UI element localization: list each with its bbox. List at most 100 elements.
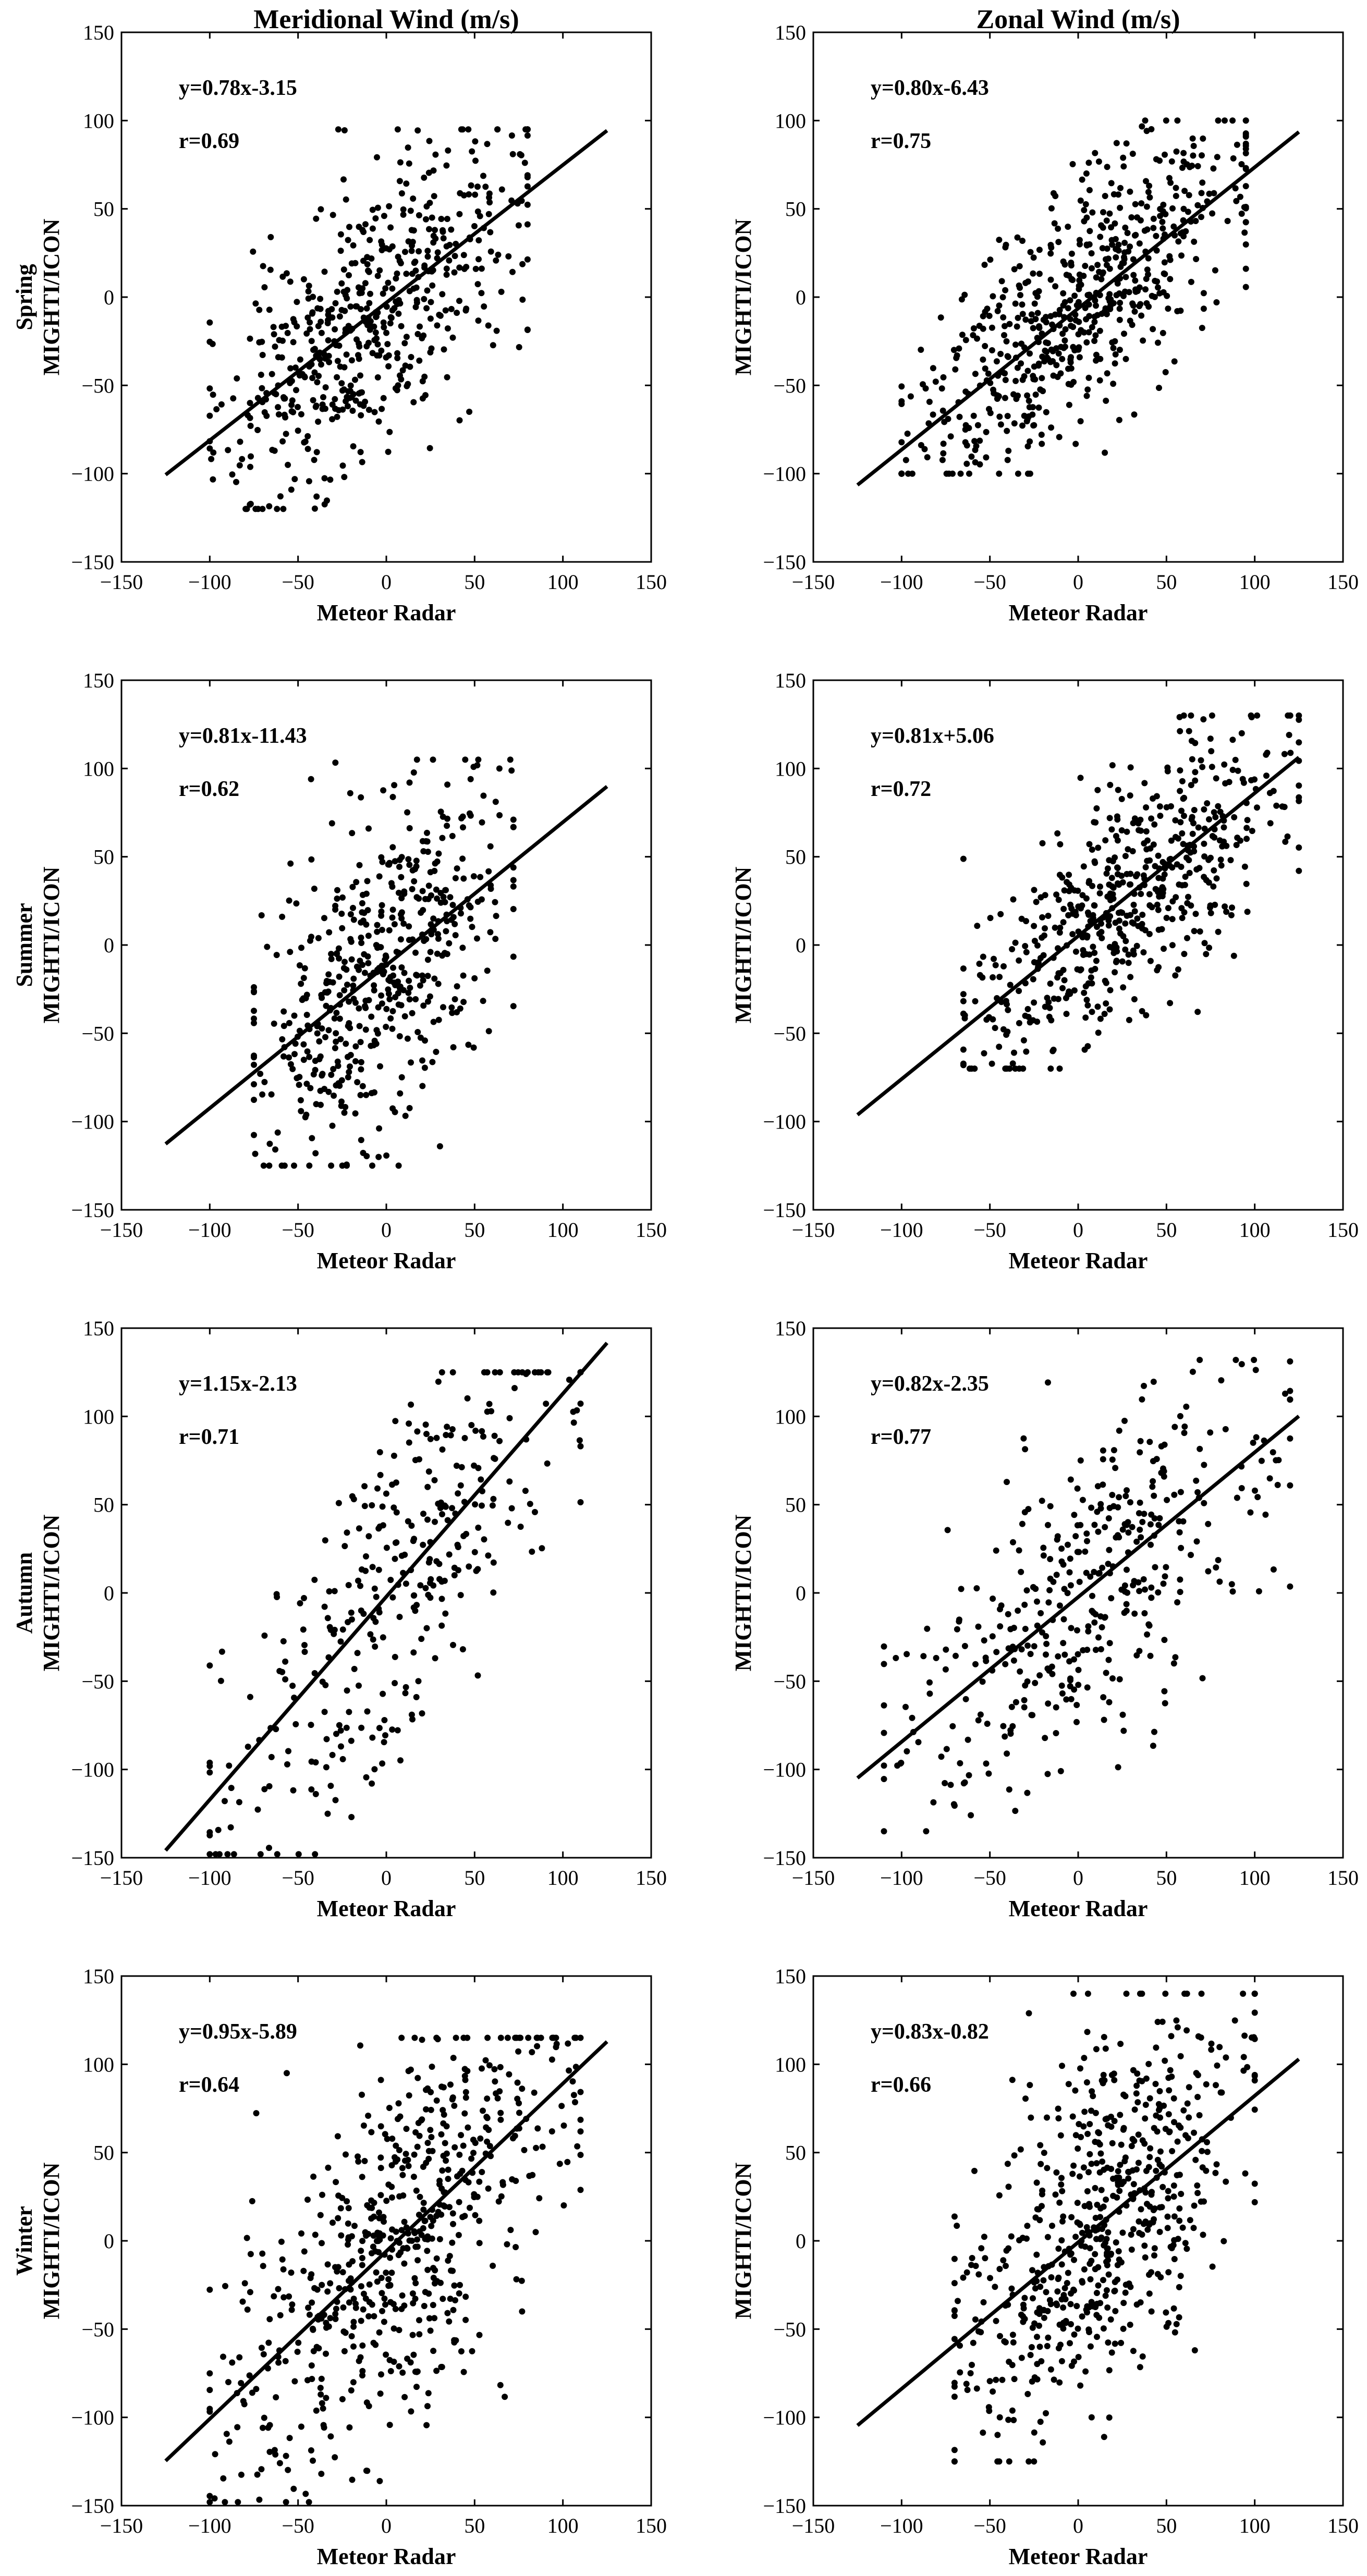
data-point <box>986 2378 993 2385</box>
data-point <box>323 980 330 987</box>
data-point <box>406 862 413 868</box>
data-point <box>409 271 416 277</box>
data-point <box>371 409 378 415</box>
data-point <box>318 2391 324 2398</box>
data-point <box>519 261 526 267</box>
data-point <box>266 1845 272 1851</box>
data-point <box>379 241 385 248</box>
data-point <box>357 2042 363 2049</box>
data-point <box>462 2316 469 2323</box>
data-point <box>1193 256 1200 262</box>
data-point <box>1136 2218 1142 2225</box>
data-point <box>1169 916 1176 923</box>
data-point <box>1131 1578 1138 1585</box>
data-point <box>497 2382 504 2388</box>
data-point <box>1229 1588 1236 1595</box>
data-point <box>371 982 377 989</box>
data-point <box>472 265 479 272</box>
data-point <box>301 965 308 972</box>
data-point <box>1120 1727 1127 1734</box>
data-point <box>1075 331 1082 338</box>
data-point <box>340 288 347 295</box>
data-point <box>1034 942 1041 949</box>
data-point <box>1108 2349 1115 2356</box>
data-point <box>1051 995 1057 1002</box>
data-point <box>356 1023 363 1029</box>
data-point <box>438 1369 445 1376</box>
data-point <box>321 2424 327 2431</box>
data-point <box>363 890 370 897</box>
data-point <box>1145 255 1152 262</box>
data-point <box>1039 2203 1045 2210</box>
data-point <box>1068 2321 1074 2327</box>
data-point <box>422 2289 429 2296</box>
data-point <box>1043 2410 1049 2416</box>
data-point <box>1084 2029 1091 2035</box>
data-point <box>1007 1731 1014 1737</box>
data-point <box>335 126 341 133</box>
data-point <box>350 443 357 450</box>
data-point <box>323 1764 329 1771</box>
data-point <box>1184 2100 1191 2107</box>
data-point <box>350 975 357 982</box>
data-point <box>261 2414 267 2421</box>
data-point <box>1039 1498 1045 1504</box>
data-point <box>449 334 456 341</box>
data-point <box>283 431 289 437</box>
data-point <box>972 2263 979 2270</box>
data-point <box>1251 2072 1258 2079</box>
data-point <box>1159 875 1166 882</box>
data-point <box>409 886 416 892</box>
data-point <box>247 423 254 429</box>
data-point <box>398 874 405 880</box>
data-point <box>430 1019 437 1025</box>
data-point <box>355 2158 362 2165</box>
data-point <box>1148 2191 1155 2198</box>
data-point <box>996 413 1003 420</box>
data-point <box>280 1638 287 1645</box>
data-point <box>225 2379 231 2385</box>
data-point <box>453 2034 459 2041</box>
data-point <box>425 1468 432 1475</box>
data-point <box>1060 905 1067 912</box>
data-point <box>1173 148 1180 155</box>
data-point <box>390 972 397 979</box>
data-point <box>382 952 389 959</box>
data-point <box>352 2300 359 2307</box>
data-point <box>1189 163 1195 169</box>
data-point <box>274 506 280 512</box>
data-point <box>439 2167 446 2174</box>
data-point <box>480 998 486 1004</box>
y-tick-label: 100 <box>83 757 114 780</box>
data-point <box>1009 946 1016 952</box>
data-point <box>346 1709 352 1715</box>
data-point <box>1205 879 1212 886</box>
data-point <box>1209 712 1215 719</box>
data-point <box>389 2136 396 2142</box>
data-point <box>226 2438 233 2445</box>
data-point <box>411 2275 418 2281</box>
data-point <box>389 307 396 314</box>
data-point <box>1129 151 1136 157</box>
data-point <box>388 2194 395 2201</box>
data-point <box>402 1684 409 1690</box>
data-point <box>322 406 328 412</box>
data-point <box>307 319 313 326</box>
data-point <box>440 2152 447 2159</box>
data-point <box>497 2034 504 2041</box>
season-label-autumn: Autumn <box>11 1552 37 1634</box>
data-point <box>298 411 304 418</box>
data-point <box>271 1020 277 1027</box>
data-point <box>420 977 426 984</box>
data-point <box>946 470 953 477</box>
data-point <box>1043 1651 1049 1658</box>
data-point <box>1112 220 1118 227</box>
data-point <box>225 447 231 453</box>
y-tick-label: −100 <box>763 1110 806 1134</box>
data-point <box>1070 2286 1077 2293</box>
data-point <box>1142 286 1149 293</box>
data-point <box>492 799 499 805</box>
data-point <box>463 305 470 312</box>
data-point <box>1093 2160 1100 2167</box>
data-point <box>952 366 959 373</box>
